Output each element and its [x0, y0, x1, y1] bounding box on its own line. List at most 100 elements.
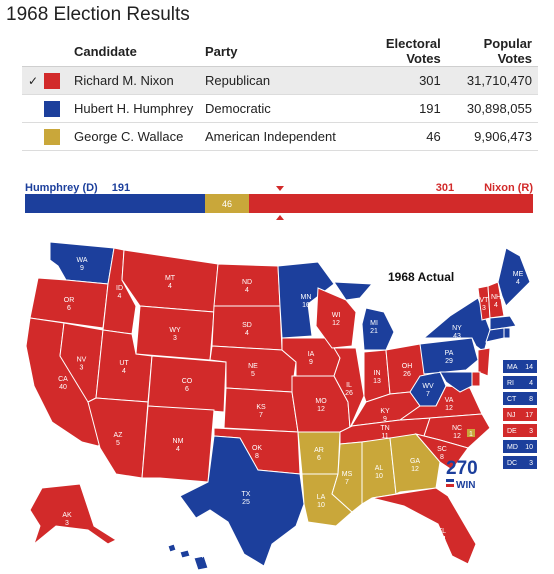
results-table: Candidate Party Electoral Votes Popular … [22, 36, 538, 151]
table-row[interactable]: Hubert H. Humphrey Democratic 191 30,898… [22, 94, 538, 123]
state-ev-hi: 4 [200, 553, 204, 560]
state-ak[interactable] [29, 483, 118, 546]
state-ev-fl: 14 [438, 536, 446, 543]
republican-ev-total: 301 [435, 182, 455, 194]
state-ev-ne: 5 [251, 371, 255, 378]
header-swatch [44, 36, 74, 67]
ne-box-ev: 3 [529, 460, 533, 467]
state-mn[interactable] [277, 261, 335, 339]
logo-bar-icon [446, 479, 454, 482]
state-label-ny: NY [452, 325, 462, 332]
ne-box-fill [503, 392, 537, 405]
state-ev-al: 10 [375, 473, 383, 480]
state-md[interactable] [439, 371, 473, 393]
header-party[interactable]: Party [205, 36, 350, 67]
state-label-oh: OH [402, 363, 413, 370]
state-ev-nv: 3 [80, 365, 84, 372]
state-tx[interactable] [179, 435, 305, 567]
state-label-tx: TX [242, 491, 251, 498]
state-nm[interactable] [141, 405, 215, 483]
ne-box-fill [503, 456, 537, 469]
party-name: Republican [205, 66, 350, 95]
state-ev-mi: 21 [370, 328, 378, 335]
republican-label: 301 Nixon (R) [436, 182, 533, 194]
state-ev-wa: 9 [80, 265, 84, 272]
candidate-name: Richard M. Nixon [74, 66, 205, 95]
state-ev-sd: 4 [245, 330, 249, 337]
candidate-color-swatch [44, 128, 60, 145]
state-label-wa: WA [76, 257, 87, 264]
state-nj[interactable] [477, 347, 491, 377]
header-candidate[interactable]: Candidate [74, 36, 205, 67]
state-de[interactable] [471, 371, 481, 387]
header-popular-votes[interactable]: Popular Votes [446, 36, 538, 67]
democrat-name: Humphrey (D) [25, 182, 98, 194]
state-fl[interactable] [371, 487, 477, 565]
candidate-color-swatch [44, 72, 60, 89]
header-check [22, 36, 44, 67]
majority-marker-bottom-icon [276, 215, 284, 220]
map-title: 1968 Actual [388, 270, 454, 284]
state-ev-ny: 43 [453, 333, 461, 340]
state-ev-mn: 10 [302, 302, 310, 309]
state-co[interactable] [147, 355, 227, 413]
ne-box-ma[interactable]: MA 14 [503, 360, 537, 373]
state-label-id: ID [116, 285, 123, 292]
ne-box-md[interactable]: MD 10 [503, 440, 537, 453]
state-hi[interactable] [167, 543, 209, 571]
electoral-bar-labels: Humphrey (D) 191 301 Nixon (R) [25, 182, 533, 196]
state-il[interactable] [333, 347, 365, 429]
table-row[interactable]: ✓ Richard M. Nixon Republican 301 31,710… [22, 66, 538, 95]
state-ev-wi: 12 [332, 320, 340, 327]
ne-box-ev: 14 [525, 364, 533, 371]
270towin-logo: 270 WIN [446, 458, 478, 491]
ne-box-ct[interactable]: CT 8 [503, 392, 537, 405]
state-sc[interactable] [414, 433, 469, 471]
state-label-mi: MI [370, 320, 378, 327]
header-electoral-votes[interactable]: Electoral Votes [350, 36, 447, 67]
ne-box-fill [503, 440, 537, 453]
state-nh[interactable] [487, 281, 505, 319]
popular-votes: 30,898,055 [446, 94, 538, 123]
northeast-state-boxes: MA 14 RI 4 CT 8 NJ 17 DE 3 MD 10 DC 3 [503, 360, 537, 469]
state-ev-az: 5 [116, 440, 120, 447]
ne-box-de[interactable]: DE 3 [503, 424, 537, 437]
state-pa[interactable] [419, 337, 479, 375]
table-row[interactable]: George C. Wallace American Independent 4… [22, 122, 538, 151]
ne-box-ri[interactable]: RI 4 [503, 376, 537, 389]
state-ev-ut: 4 [122, 368, 126, 375]
ne-box-nj[interactable]: NJ 17 [503, 408, 537, 421]
state-ev-me: 4 [516, 279, 520, 286]
logo-text: WIN [456, 480, 475, 491]
state-ev-ca: 40 [59, 384, 67, 391]
ne-box-dc[interactable]: DC 3 [503, 456, 537, 469]
state-label-wi: WI [332, 312, 341, 319]
state-ev-in: 13 [373, 378, 381, 385]
state-ev-vt: 3 [482, 305, 486, 312]
state-label-hi: HI [199, 545, 206, 552]
ne-box-ev: 4 [529, 380, 533, 387]
state-label-ne: NE [248, 363, 258, 370]
check-icon: ✓ [22, 66, 44, 95]
state-label-me: ME [513, 271, 524, 278]
state-ma[interactable] [489, 315, 517, 331]
state-ev-wy: 3 [173, 335, 177, 342]
ne-box-abbr: MA [507, 364, 518, 371]
state-me[interactable] [497, 247, 531, 307]
state-ev-ms: 7 [345, 479, 349, 486]
state-label-ak: AK [62, 512, 72, 519]
state-ev-ar: 6 [317, 455, 321, 462]
state-ri[interactable] [503, 327, 511, 339]
state-label-ia: IA [308, 351, 315, 358]
state-ev-mt: 4 [168, 283, 172, 290]
candidate-color-swatch [44, 100, 60, 117]
state-ev-oh: 26 [403, 371, 411, 378]
state-ev-nd: 4 [245, 287, 249, 294]
ne-box-abbr: RI [507, 380, 514, 387]
state-label-sd: SD [242, 322, 252, 329]
state-ev-co: 6 [185, 386, 189, 393]
state-label-nd: ND [242, 279, 252, 286]
table-header-row: Candidate Party Electoral Votes Popular … [22, 36, 538, 67]
ne-box-abbr: DE [507, 428, 517, 435]
state-ev-ky: 9 [383, 416, 387, 423]
